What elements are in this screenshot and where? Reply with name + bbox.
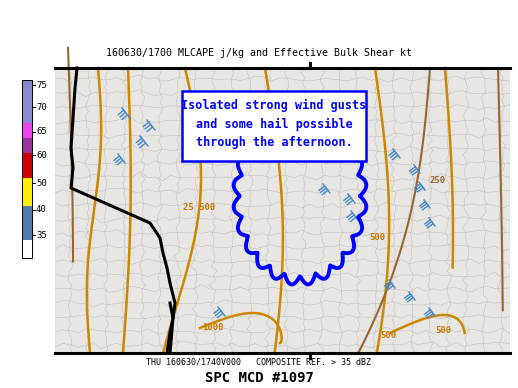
Bar xyxy=(0,0,518,68)
Bar xyxy=(0,0,55,388)
Text: 500: 500 xyxy=(369,233,385,242)
Text: 250: 250 xyxy=(430,176,446,185)
Text: THU 160630/1740V000   COMPOSITE REF. > 35 dBZ: THU 160630/1740V000 COMPOSITE REF. > 35 … xyxy=(147,357,371,367)
Bar xyxy=(22,123,32,138)
Text: 1000: 1000 xyxy=(202,323,223,332)
Text: 500: 500 xyxy=(435,326,451,335)
Text: 50: 50 xyxy=(36,178,47,187)
Bar xyxy=(22,240,32,258)
Text: 60: 60 xyxy=(36,151,47,159)
Text: SPC MCD #1097: SPC MCD #1097 xyxy=(205,371,313,385)
Bar xyxy=(22,206,32,240)
Text: 70: 70 xyxy=(36,102,47,111)
Bar xyxy=(55,68,510,353)
Bar xyxy=(22,138,32,153)
Text: Isolated strong wind gusts
and some hail possible
through the afternoon.: Isolated strong wind gusts and some hail… xyxy=(181,99,367,149)
Bar xyxy=(0,353,518,388)
Text: 35: 35 xyxy=(36,230,47,239)
Text: 65: 65 xyxy=(36,128,47,137)
Bar xyxy=(22,80,32,258)
Bar xyxy=(22,153,32,178)
Text: 25 500: 25 500 xyxy=(183,203,215,212)
Bar xyxy=(22,80,32,123)
Text: 40: 40 xyxy=(36,206,47,215)
Text: 500: 500 xyxy=(380,331,396,340)
Text: 75: 75 xyxy=(36,80,47,90)
Text: 160630/1700 MLCAPE j/kg and Effective Bulk Shear kt: 160630/1700 MLCAPE j/kg and Effective Bu… xyxy=(106,48,412,58)
Bar xyxy=(22,178,32,206)
FancyBboxPatch shape xyxy=(182,91,366,161)
